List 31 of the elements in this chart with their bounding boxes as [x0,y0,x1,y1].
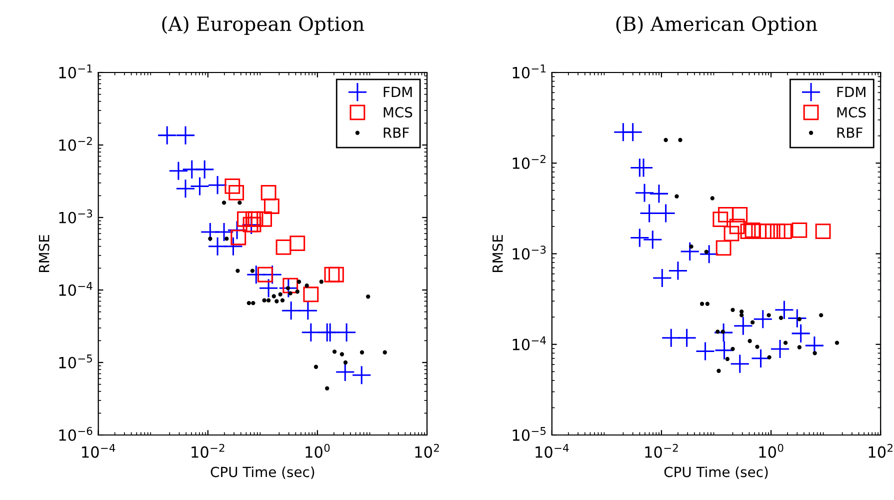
x-tick-label: 10$^{−2}$ [192,444,224,458]
x-tick-label: 10$^{2}$ [868,444,892,458]
y-tick-label: 10$^{−2}$ [59,136,92,151]
legend-label: FDM [384,86,412,97]
y-tick-label: 10$^{−1}$ [512,64,546,78]
y-tick-label: 10$^{−5}$ [512,427,546,441]
x-axis-title: CPU Time (sec) [664,466,768,479]
chart-title: (A) European Option [162,16,364,35]
legend-label: MCS [837,107,866,118]
x-tick-label: 10$^{0}$ [306,444,330,458]
y-axis-title: RMSE [38,235,50,272]
x-tick-label: 10$^{−2}$ [645,444,678,458]
x-tick-label: 10$^{−4}$ [82,444,116,458]
chart-title: (B) American Option [616,16,818,35]
y-tick-label: 10$^{−5}$ [59,354,92,368]
y-axis-title: RMSE [492,235,503,272]
x-tick-label: 10$^{−4}$ [536,444,569,458]
x-tick-label: 10$^{0}$ [759,444,784,458]
x-tick-label: 10$^{2}$ [415,444,439,458]
x-axis-title: CPU Time (sec) [210,466,314,479]
legend-label: FDM [837,86,866,97]
y-tick-label: 10$^{−6}$ [59,426,92,441]
legend-label: MCS [384,107,412,118]
legend-label: RBF [837,128,862,138]
y-tick-label: 10$^{−3}$ [59,209,92,224]
legend-label: RBF [384,128,409,138]
y-tick-label: 10$^{−4}$ [512,336,546,350]
y-tick-label: 10$^{−1}$ [59,64,92,78]
y-tick-label: 10$^{−4}$ [59,282,92,296]
y-tick-label: 10$^{−2}$ [512,155,546,170]
y-tick-label: 10$^{−3}$ [512,246,546,260]
